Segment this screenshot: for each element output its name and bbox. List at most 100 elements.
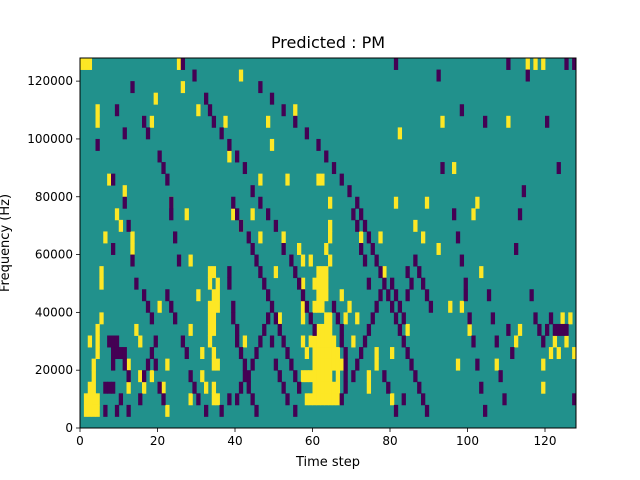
heatmap-cell-negative (238, 347, 244, 360)
heatmap-cell-negative (130, 81, 135, 94)
heatmap-cell-positive (200, 370, 205, 383)
heatmap-cell-negative (355, 196, 360, 209)
heatmap-cell-negative (289, 254, 294, 267)
heatmap-cell-negative (107, 335, 112, 348)
heatmap-cell-positive (390, 347, 395, 360)
heatmap-cell-positive (297, 243, 302, 255)
heatmap-cell-positive (300, 277, 306, 290)
heatmap-cell-positive (339, 289, 344, 302)
heatmap-cell-negative (142, 115, 147, 128)
heatmap-cell-negative (490, 312, 496, 325)
heatmap-cell-negative (122, 127, 127, 140)
heatmap-cell-positive (95, 393, 100, 406)
heatmap-cell-negative (393, 312, 399, 325)
heatmap-cell-negative (269, 92, 275, 105)
heatmap-cell-negative (362, 219, 368, 232)
heatmap-cell-positive (324, 381, 329, 394)
heatmap-cell-positive (316, 358, 321, 371)
heatmap-cell-positive (157, 300, 162, 313)
heatmap-cell-negative (169, 300, 174, 313)
heatmap-cell-negative (266, 208, 271, 221)
heatmap-cell-positive (335, 381, 341, 394)
heatmap-cell-negative (180, 58, 186, 70)
heatmap-cell-negative (258, 196, 263, 209)
heatmap-cell-positive (525, 58, 530, 70)
heatmap-cell-positive (440, 115, 445, 128)
heatmap-cell-negative (428, 300, 434, 313)
heatmap-cell-positive (328, 393, 333, 406)
heatmap-cell-negative (560, 323, 565, 336)
heatmap-cell-negative (130, 254, 135, 267)
heatmap-cell-positive (87, 404, 93, 417)
heatmap-cell-positive (316, 323, 321, 336)
heatmap-cell-positive (324, 289, 329, 302)
heatmap-cell-negative (231, 312, 236, 325)
heatmap-cell-negative (370, 243, 375, 255)
heatmap-cell-positive (211, 312, 217, 325)
heatmap-cell-negative (238, 381, 244, 394)
heatmap-cell-positive (211, 323, 217, 336)
heatmap-cell-positive (564, 335, 569, 348)
heatmap-cell-positive (207, 312, 213, 325)
heatmap-cell-positive (83, 404, 89, 417)
heatmap-cell-positive (320, 289, 325, 302)
heatmap-cell-positive (467, 323, 472, 336)
heatmap-cell-positive (238, 69, 244, 82)
heatmap-cell-negative (111, 381, 116, 394)
heatmap-cell-negative (173, 312, 178, 325)
y-tick-label: 0 (65, 421, 73, 435)
heatmap-cell-negative (111, 243, 116, 255)
heatmap-cell-positive (138, 335, 143, 348)
heatmap-cell-negative (231, 196, 236, 209)
heatmap-cell-negative (556, 323, 561, 336)
heatmap-cell-negative (269, 300, 275, 313)
heatmap-cell-positive (448, 300, 453, 313)
heatmap-cell-negative (494, 335, 499, 348)
heatmap-cell-positive (196, 289, 201, 302)
heatmap-cell-negative (184, 347, 189, 360)
heatmap-cell-positive (211, 393, 217, 406)
heatmap-cell-negative (207, 104, 213, 117)
heatmap-cell-positive (107, 173, 112, 186)
heatmap-cell-negative (506, 58, 511, 70)
heatmap-cell-positive (316, 393, 321, 406)
heatmap-cell-negative (114, 347, 120, 360)
heatmap-cell-negative (393, 58, 399, 70)
heatmap-cell-negative (366, 277, 372, 290)
heatmap-cell-negative (107, 381, 112, 394)
heatmap-cell-positive (324, 358, 329, 371)
heatmap-cell-negative (339, 323, 344, 336)
heatmap-cell-positive (517, 323, 523, 336)
heatmap-cell-positive (207, 323, 213, 336)
heatmap-cell-positive (118, 219, 124, 232)
heatmap-cell-positive (308, 393, 313, 406)
heatmap-cell-negative (114, 335, 120, 348)
heatmap-cell-positive (436, 243, 441, 255)
heatmap-cell-positive (95, 335, 100, 348)
heatmap-cell-negative (219, 404, 224, 417)
heatmap-cell-positive (215, 277, 220, 290)
heatmap-cell-positive (533, 58, 538, 70)
heatmap-cell-positive (126, 381, 131, 394)
heatmap-cell-negative (378, 266, 383, 279)
heatmap-cell-positive (328, 312, 333, 325)
heatmap-cell-negative (529, 289, 534, 302)
y-tick-label: 20000 (35, 363, 73, 377)
heatmap-cell-negative (235, 208, 240, 221)
heatmap-cell-negative (165, 289, 170, 302)
heatmap-cell-negative (370, 312, 375, 325)
heatmap-cell-negative (176, 254, 182, 267)
heatmap-cell-negative (153, 335, 158, 348)
heatmap-cell-negative (486, 289, 492, 302)
heatmap-cell-positive (328, 219, 333, 232)
heatmap-cell-positive (324, 243, 329, 255)
heatmap-cell-negative (421, 277, 426, 290)
heatmap-cell-negative (467, 312, 472, 325)
heatmap-cell-positive (335, 370, 341, 383)
heatmap-cell-positive (188, 393, 193, 406)
heatmap-cell-negative (545, 323, 550, 336)
heatmap-cell-positive (99, 312, 104, 325)
heatmap-cell-negative (343, 370, 348, 383)
heatmap-cell-negative (103, 381, 108, 394)
